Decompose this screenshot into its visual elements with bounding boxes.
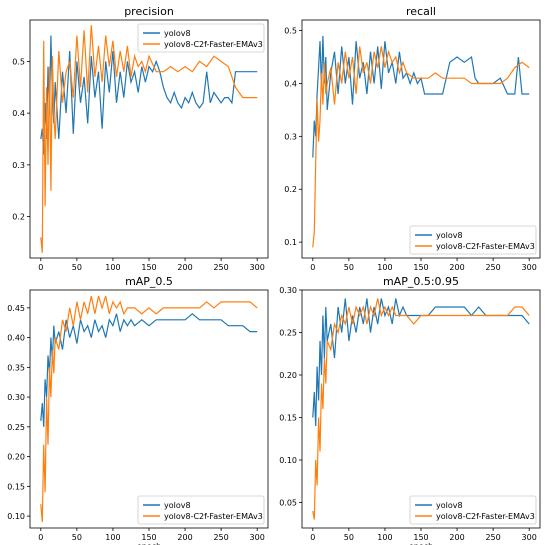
series-line-0	[40, 35, 258, 155]
x-tick-label: 300	[250, 263, 265, 272]
x-tick-label: 0	[38, 263, 43, 272]
x-tick-label: 200	[449, 263, 464, 272]
subplot-recall: recall 0 50 100 150 200 250 300 0.1 0.2 0.3 0.4 0.5 y…	[284, 5, 541, 272]
legend: yolov8 yolov8-C2f-Faster-EMAv3	[409, 495, 537, 525]
legend-label: yolov8-C2f-Faster-EMAv3	[164, 40, 263, 49]
y-tick-label: 0.10	[7, 512, 25, 521]
x-tick-label: 0	[310, 533, 315, 542]
x-axis-label: epoch	[409, 542, 433, 545]
x-tick-label: 200	[449, 533, 464, 542]
x-tick-label: 50	[344, 263, 354, 272]
x-tick-label: 200	[177, 263, 192, 272]
axes-frame	[301, 19, 541, 259]
x-tick-label: 250	[213, 263, 228, 272]
x-tick-label: 150	[413, 533, 428, 542]
y-tick-label: 0.35	[7, 363, 25, 372]
y-tick-label: 0.25	[7, 423, 25, 432]
x-tick-label: 250	[485, 533, 500, 542]
x-tick-label: 100	[377, 263, 392, 272]
y-tick-label: 0.3	[284, 132, 297, 141]
y-tick-label: 0.30	[7, 393, 25, 402]
chart-title: mAP_0.5:0.95	[383, 275, 459, 288]
y-tick-label: 0.3	[12, 161, 25, 170]
legend-box	[409, 495, 537, 525]
y-tick-label: 0.2	[12, 213, 25, 222]
legend-label: yolov8	[436, 231, 463, 240]
y-tick-label: 0.25	[279, 329, 297, 338]
y-tick-label: 0.5	[284, 27, 297, 36]
x-tick-label: 250	[485, 263, 500, 272]
y-tick-label: 0.1	[284, 238, 297, 247]
legend: yolov8 yolov8-C2f-Faster-EMAv3	[409, 225, 537, 255]
series-line-0	[312, 35, 530, 158]
series-line-0	[312, 298, 530, 427]
x-tick-label: 150	[141, 263, 156, 272]
chart-title: recall	[406, 5, 436, 18]
series-line-1	[312, 46, 530, 248]
x-tick-label: 100	[105, 533, 120, 542]
chart-title: mAP_0.5	[125, 275, 173, 288]
legend-label: yolov8	[164, 501, 191, 510]
legend-label: yolov8	[164, 29, 191, 38]
y-tick-label: 0.15	[7, 482, 25, 491]
x-tick-label: 300	[250, 533, 265, 542]
legend-label: yolov8-C2f-Faster-EMAv3	[436, 512, 535, 521]
legend-box	[137, 23, 265, 53]
y-tick-label: 0.20	[7, 453, 25, 462]
y-tick-label: 0.15	[279, 414, 297, 423]
legend-box	[409, 225, 537, 255]
axes-frame	[301, 289, 541, 529]
x-tick-label: 200	[177, 533, 192, 542]
x-tick-label: 250	[213, 533, 228, 542]
y-tick-label: 0.10	[279, 456, 297, 465]
legend-label: yolov8	[436, 501, 463, 510]
series-line-0	[40, 313, 258, 427]
subplot-map-0-5-0-95: mAP_0.5:0.95 0 50 100 150 200 250 300 0.05 0.10 0.…	[279, 275, 541, 545]
x-tick-label: 300	[522, 263, 537, 272]
y-tick-label: 0.2	[284, 185, 297, 194]
x-tick-label: 300	[522, 533, 537, 542]
y-tick-label: 0.45	[7, 304, 25, 313]
series-line-1	[40, 25, 258, 253]
y-tick-label: 0.30	[279, 286, 297, 295]
legend-label: yolov8-C2f-Faster-EMAv3	[436, 242, 535, 251]
x-tick-label: 100	[377, 533, 392, 542]
x-tick-label: 50	[344, 533, 354, 542]
x-tick-label: 0	[310, 263, 315, 272]
legend-label: yolov8-C2f-Faster-EMAv3	[164, 512, 263, 521]
legend: yolov8 yolov8-C2f-Faster-EMAv3	[137, 23, 265, 53]
x-axis-label: epoch	[137, 542, 161, 545]
chart-title: precision	[124, 5, 174, 18]
x-tick-label: 0	[38, 533, 43, 542]
y-tick-label: 0.20	[279, 371, 297, 380]
y-tick-label: 0.4	[12, 109, 25, 118]
x-tick-label: 50	[72, 533, 82, 542]
legend: yolov8 yolov8-C2f-Faster-EMAv3	[137, 495, 265, 525]
x-tick-label: 150	[141, 533, 156, 542]
x-tick-label: 100	[105, 263, 120, 272]
legend-box	[137, 495, 265, 525]
y-tick-label: 0.5	[12, 57, 25, 66]
series-line-1	[40, 295, 258, 523]
series-line-1	[312, 298, 530, 520]
y-tick-label: 0.05	[279, 499, 297, 508]
x-tick-label: 50	[72, 263, 82, 272]
x-tick-label: 150	[413, 263, 428, 272]
y-tick-label: 0.40	[7, 334, 25, 343]
subplot-precision: precision 0 50 100 150 200 250 300 0.2 0.3 0.4 0.5 y…	[12, 5, 269, 272]
subplot-map-0-5: mAP_0.5 0 50 100 150 200 250 300 0.10 0.15 0.20 0.2…	[7, 275, 269, 545]
y-tick-label: 0.4	[284, 79, 297, 88]
